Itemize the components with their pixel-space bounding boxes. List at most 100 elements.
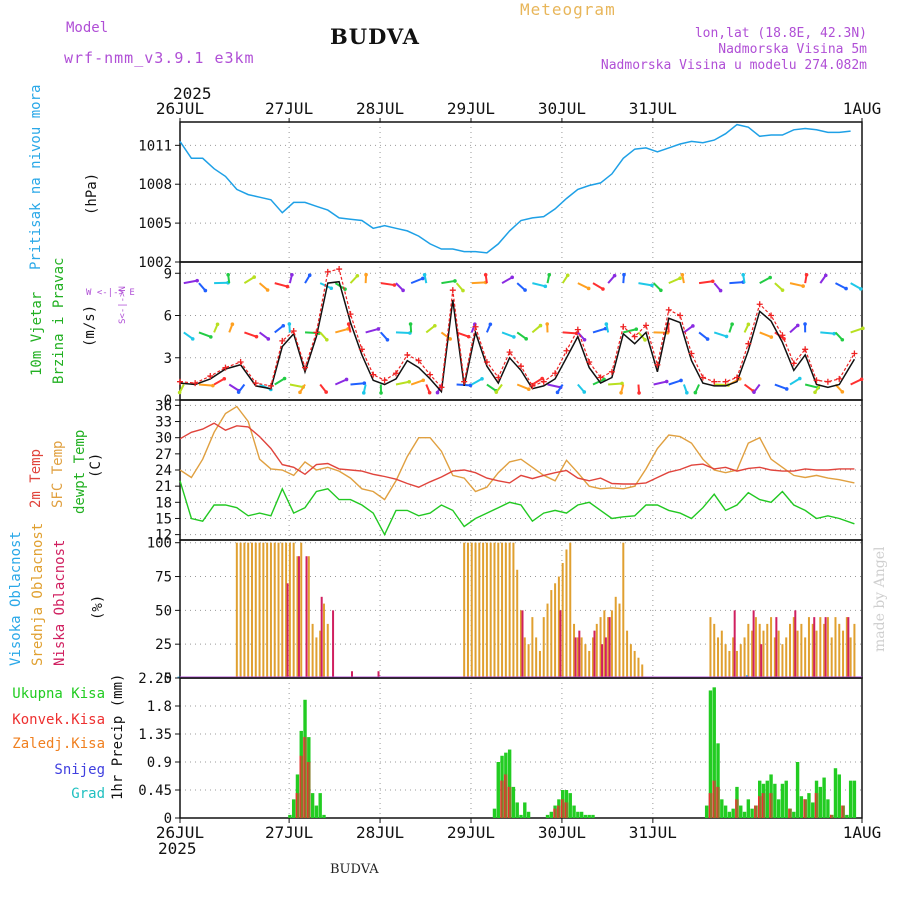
precip-total-bar: [720, 799, 724, 818]
wind-gust-marker: [381, 377, 388, 384]
precip-total-bar: [523, 802, 527, 818]
precip-conv-edge: [803, 799, 805, 818]
wind-arrowhead: [604, 322, 609, 326]
wind-arrowhead: [510, 275, 514, 280]
precip-conv-edge: [299, 755, 301, 818]
cloud-mid-bar: [247, 542, 250, 678]
wind-arrow: [698, 280, 713, 285]
y-tick-label: 18: [155, 495, 172, 511]
wind-arrow: [804, 383, 819, 389]
wind-arrow: [501, 276, 513, 284]
wind-arrow: [683, 325, 694, 334]
y-tick-label: 1.35: [138, 727, 172, 743]
wind-arrow: [213, 377, 225, 386]
wind-arrowhead: [768, 275, 772, 280]
wind-arrow: [577, 282, 590, 290]
wind-arrowhead: [637, 391, 641, 395]
y-tick-label: 0: [164, 393, 172, 409]
precip-conv-bar: [500, 780, 504, 818]
wind-arrowhead: [266, 337, 271, 341]
wind-arrowhead: [355, 274, 360, 278]
wind-arrowhead: [710, 279, 715, 284]
panel-frame: [179, 121, 863, 263]
cloud-mid-bar: [281, 542, 284, 678]
wind-gust-marker: [688, 350, 695, 357]
precip-total-bar: [568, 793, 572, 818]
wind-arrowhead: [236, 390, 241, 394]
wind-arrowhead: [586, 286, 591, 291]
y-tick-label: 36: [155, 398, 172, 414]
wind-arrowhead: [325, 338, 329, 342]
wind-arrowhead: [346, 322, 351, 326]
cloud-mid-bar: [747, 623, 750, 678]
precip-total-bar: [515, 802, 519, 818]
wind-arrow: [274, 324, 284, 334]
precip-total-bar: [765, 780, 769, 818]
wind-arrowhead: [211, 383, 215, 388]
wind-arrow: [592, 378, 605, 386]
wind-arrow: [198, 383, 213, 387]
precip-total-bar: [852, 780, 857, 818]
wind-arrowhead: [538, 323, 543, 328]
cloud-low-bar: [794, 610, 797, 678]
precip-conv-edge: [829, 814, 832, 818]
time-label-bottom: 29JUL: [447, 823, 495, 842]
cloud-mid-bar: [709, 617, 712, 678]
cloud-mid-bar: [311, 623, 314, 678]
wind-gust-marker: [192, 380, 199, 387]
cloud-low-bar: [574, 637, 577, 678]
wind-arrowhead: [364, 272, 368, 277]
precip-total-bar: [811, 802, 815, 818]
cloud-mid-bar: [239, 542, 242, 678]
wind-arrowhead: [281, 323, 286, 328]
wind-gust-marker: [336, 266, 343, 273]
cloud-low-bar: [286, 583, 289, 678]
wind-arrowhead: [724, 334, 729, 339]
precip-total-bar: [837, 774, 841, 818]
wind-arrow: [774, 383, 788, 390]
y-tick-label: 50: [155, 603, 172, 619]
wind-arrowhead: [453, 279, 457, 283]
precip-conv-edge: [507, 786, 510, 818]
precip-conv-edge: [814, 793, 817, 818]
cloud-mid-bar: [637, 657, 640, 678]
precip-conv-edge: [708, 793, 710, 818]
wind-arrowhead: [679, 378, 683, 383]
wind-arrowhead: [226, 272, 230, 277]
wind-gust-marker: [392, 370, 399, 377]
precip-conv-edge: [735, 799, 737, 818]
wind-speed-line: [179, 280, 856, 394]
wind-arrow: [501, 331, 515, 338]
cloud-mid-bar: [266, 542, 269, 678]
y-tick-label: 1.8: [147, 699, 172, 715]
wind-arrowhead: [752, 390, 756, 394]
wind-arrowhead: [483, 272, 488, 277]
wind-arrowhead: [468, 383, 473, 388]
y-tick-label: 75: [155, 570, 172, 586]
wind-gust-marker: [313, 329, 320, 336]
wind-arrow: [183, 279, 198, 285]
wind-arrow: [410, 379, 424, 386]
wind-arrowhead: [195, 278, 199, 283]
cloud-mid-bar: [285, 542, 288, 678]
wind-arrowhead: [840, 337, 845, 342]
cloud-mid-bar: [728, 650, 731, 678]
wind-gust-marker: [824, 378, 831, 385]
wind-arrowhead: [324, 390, 328, 394]
cloud-mid-bar: [550, 590, 553, 678]
wind-arrowhead: [582, 390, 587, 394]
wind-arrow: [532, 282, 546, 288]
wind-panel: 9 6 3 0: [164, 261, 865, 409]
wind-arrow: [531, 377, 543, 386]
cloud-mid-bar: [845, 617, 848, 678]
precip-total-bar: [708, 690, 713, 818]
wind-gust-marker: [631, 333, 638, 340]
wind-gust-marker: [495, 374, 502, 381]
wind-arrow: [850, 378, 862, 386]
wind-arrowhead: [526, 387, 531, 392]
precip-conv-bar: [307, 762, 311, 818]
wind-arrow: [395, 331, 410, 335]
legend-conv-rain: Konvek.Kisa: [12, 712, 105, 728]
